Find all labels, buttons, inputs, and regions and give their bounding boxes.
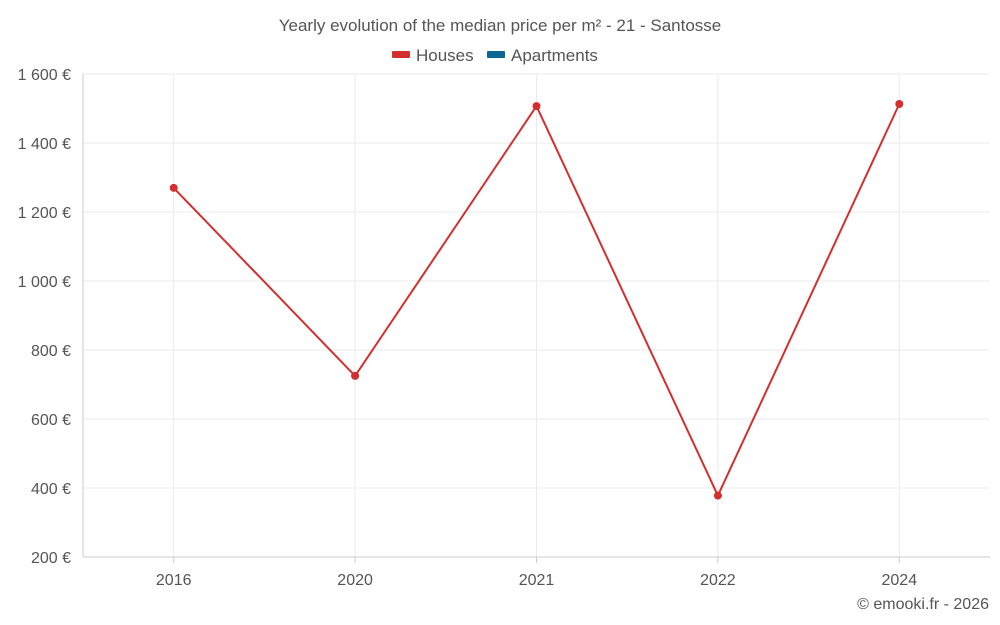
y-axis-ticks: 200 € 400 € 600 € 800 € 1 000 € 1 200 € 1 400 … — [18, 67, 71, 567]
grid — [83, 73, 990, 557]
data-point-houses[interactable] — [351, 371, 360, 380]
x-tick-label: 2022 — [700, 572, 736, 589]
data-point-houses[interactable] — [169, 183, 178, 192]
x-axis-ticks: 2016 2020 2021 2022 2024 — [156, 572, 917, 589]
legend-label-houses: Houses — [416, 46, 474, 65]
legend: Houses Apartments — [392, 46, 598, 65]
y-tick-label: 1 200 € — [18, 205, 71, 222]
y-tick-label: 1 000 € — [18, 274, 71, 291]
x-tick-label: 2020 — [337, 572, 373, 589]
chart-title: Yearly evolution of the median price per… — [279, 16, 722, 35]
y-tick-label: 1 400 € — [18, 136, 71, 153]
legend-item-apartments[interactable]: Apartments — [487, 46, 598, 65]
legend-label-apartments: Apartments — [511, 46, 598, 65]
legend-swatch-apartments — [487, 51, 505, 58]
series — [169, 100, 904, 500]
x-tick-label: 2024 — [882, 572, 918, 589]
data-point-houses[interactable] — [895, 100, 904, 109]
data-point-houses[interactable] — [532, 102, 541, 111]
y-tick-label: 200 € — [31, 550, 71, 567]
legend-item-houses[interactable]: Houses — [392, 46, 474, 65]
y-tick-label: 1 600 € — [18, 67, 71, 84]
y-tick-label: 400 € — [31, 481, 71, 498]
x-tick-label: 2021 — [519, 572, 555, 589]
data-point-houses[interactable] — [713, 491, 722, 500]
axes — [82, 74, 990, 563]
y-tick-label: 600 € — [31, 412, 71, 429]
credit-text: © emooki.fr - 2026 — [857, 596, 989, 613]
x-tick-label: 2016 — [156, 572, 192, 589]
legend-swatch-houses — [392, 51, 410, 58]
y-tick-label: 800 € — [31, 343, 71, 360]
